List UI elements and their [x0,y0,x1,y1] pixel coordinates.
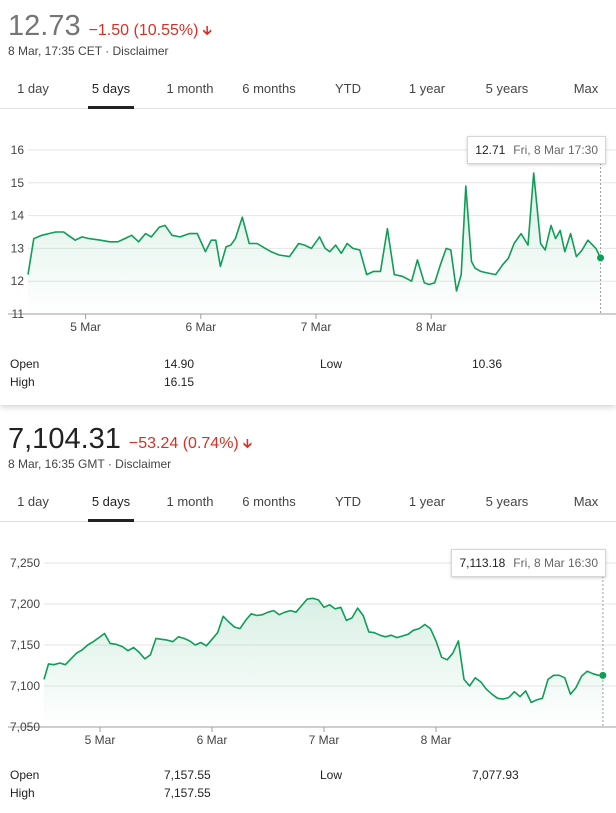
timestamp-disclaimer[interactable]: 8 Mar, 16:35 GMT · Disclaimer [8,457,172,471]
down-arrow-icon: 🡳 [202,23,212,38]
y-tick-label: 7,100 [10,679,40,693]
high-value: 7,157.55 [164,786,211,800]
high-label: High [10,375,35,389]
price-change: −1.50 (10.55%) [88,22,199,39]
down-arrow-icon: 🡳 [242,436,253,451]
price-chart[interactable]: 7,050 7,100 7,150 7,200 7,250 5 Mar 6 Mar 7 Mar… [0,413,616,813]
x-tick-label: 7 Mar [309,733,340,747]
price-row: 7,104.31 −53.24 (0.74%) 🡳 [8,423,252,457]
y-tick-label: 7,250 [10,556,40,570]
y-tick-label: 16 [11,143,25,157]
hover-point [597,254,605,262]
tooltip-value: 12.71 [475,143,506,157]
series-area [44,598,603,727]
series-line [43,597,603,704]
current-price: 7,104.31 [8,423,121,455]
stock-panel: 7,104.31 −53.24 (0.74%) 🡳 8 Mar, 16:35 G… [0,413,616,813]
tab-5-years[interactable]: 5 years [485,81,529,96]
series-area [28,173,601,314]
series-line [27,172,602,292]
chart-tooltip: 7,113.18 Fri, 8 Mar 16:30 [451,549,606,577]
tab-1-day[interactable]: 1 day [17,494,49,509]
low-label: Low [320,357,343,371]
tab-ytd[interactable]: YTD [335,494,361,509]
y-tick-label: 12 [11,274,25,288]
tab-1-month[interactable]: 1 month [166,494,214,509]
y-tick-label: 15 [11,176,25,190]
open-label: Open [10,768,40,782]
price-change: −53.24 (0.74%) [128,435,239,452]
low-label: Low [320,768,343,782]
range-tabs: 1 day 5 days 1 month 6 months YTD 1 year… [0,72,616,109]
x-tick-label: 6 Mar [197,733,228,747]
tab-1-month[interactable]: 1 month [166,81,214,96]
tab-1-day[interactable]: 1 day [17,81,49,96]
tab-max[interactable]: Max [573,81,599,96]
y-tick-label: 7,200 [10,597,40,611]
y-tick-label: 14 [11,209,25,223]
x-tick-label: 8 Mar [421,733,452,747]
open-value: 14.90 [164,357,195,371]
high-label: High [10,786,35,800]
tab-1-year[interactable]: 1 year [408,494,446,509]
price-row: 12.73 −1.50 (10.55%) 🡳 [8,10,212,44]
tab-5-days[interactable]: 5 days [88,72,134,109]
open-label: Open [10,357,40,371]
tab-5-days[interactable]: 5 days [88,485,134,522]
tooltip-time: Fri, 8 Mar 17:30 [513,143,598,157]
tab-5-years[interactable]: 5 years [485,494,529,509]
low-value: 7,077.93 [472,768,519,782]
tooltip-value: 7,113.18 [459,556,506,570]
price-chart[interactable]: 11 12 13 14 15 16 5 Mar 6 Mar 7 Mar 8 Mar [0,0,616,405]
tooltip-time: Fri, 8 Mar 16:30 [513,556,598,570]
current-price: 12.73 [8,10,81,42]
tab-max[interactable]: Max [573,494,599,509]
x-tick-label: 6 Mar [185,320,216,334]
y-tick-label: 7,150 [10,638,40,652]
tab-1-year[interactable]: 1 year [408,81,446,96]
timestamp-disclaimer[interactable]: 8 Mar, 17:35 CET · Disclaimer [8,44,169,58]
range-tabs: 1 day 5 days 1 month 6 months YTD 1 year… [0,485,616,522]
y-tick-label: 7,050 [10,720,40,734]
stock-panel: 12.73 −1.50 (10.55%) 🡳 8 Mar, 17:35 CET … [0,0,616,405]
y-tick-label: 11 [12,307,25,321]
low-value: 10.36 [472,357,503,371]
x-tick-label: 5 Mar [85,733,116,747]
tab-6-months[interactable]: 6 months [242,81,296,96]
x-tick-label: 5 Mar [70,320,101,334]
y-tick-label: 13 [11,241,25,255]
x-tick-label: 8 Mar [416,320,447,334]
tab-6-months[interactable]: 6 months [242,494,296,509]
hover-point [599,671,607,679]
tab-ytd[interactable]: YTD [335,81,361,96]
open-value: 7,157.55 [164,768,211,782]
x-tick-label: 7 Mar [301,320,332,334]
chart-tooltip: 12.71 Fri, 8 Mar 17:30 [467,136,606,164]
high-value: 16.15 [164,375,195,389]
